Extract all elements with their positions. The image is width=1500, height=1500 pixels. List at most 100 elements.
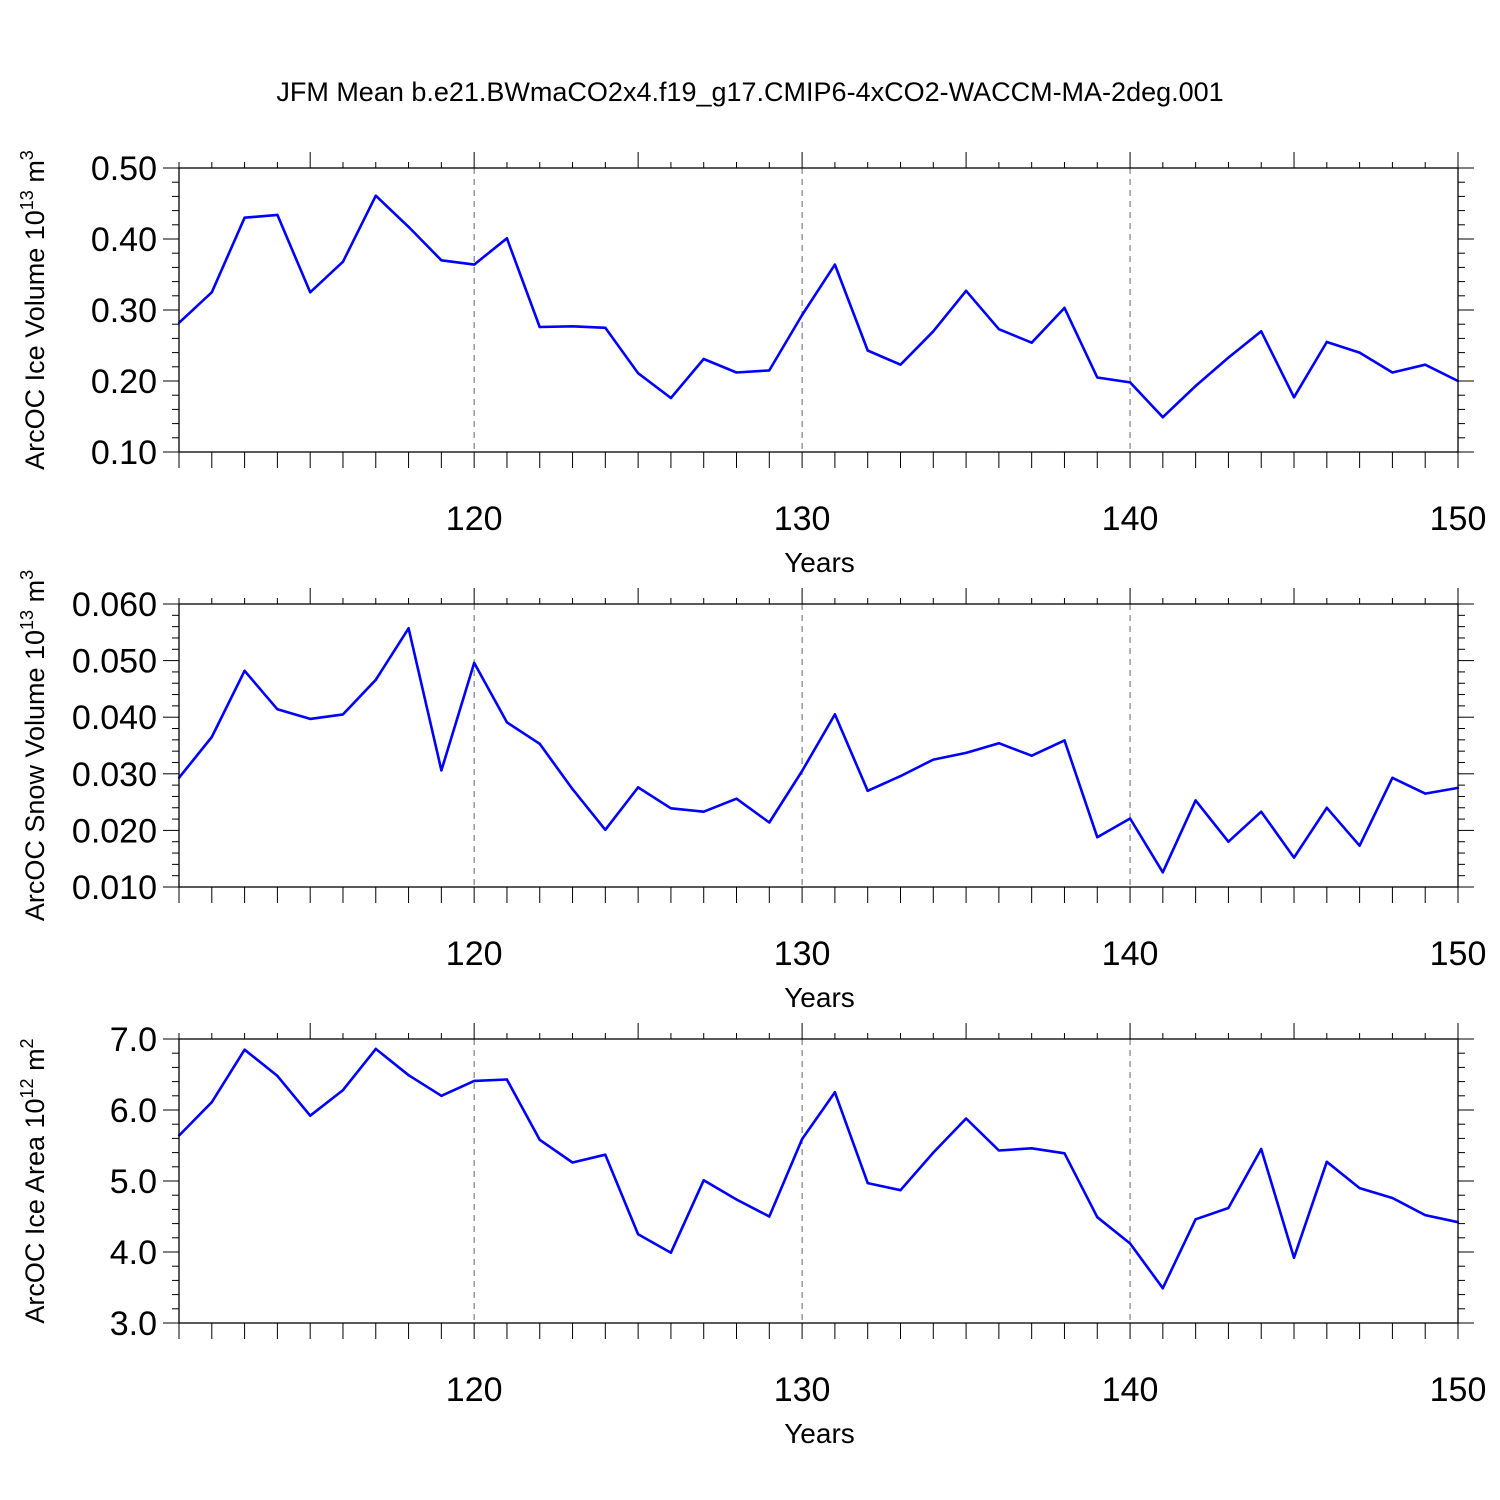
data-point [1063,306,1066,310]
data-point [571,787,574,791]
data-point [538,742,541,746]
data-point [472,263,476,266]
data-point [1391,371,1394,374]
data-point [1096,835,1099,839]
data-point [1424,363,1427,366]
data-point [768,369,771,372]
data-point [1128,817,1132,820]
series-line [178,1047,1459,1290]
data-point [1358,844,1361,847]
data-point [276,213,279,217]
data-point [374,1047,377,1051]
y-tick-label: 0.40 [91,221,157,259]
x-tick-label: 140 [1102,1371,1159,1409]
data-point [1063,1152,1066,1155]
y-tick-label: 0.060 [72,586,157,624]
data-point [1030,754,1033,757]
data-point [1292,396,1296,399]
y-axis-label: ArcOC Snow Volume 1013 m3 [17,570,50,921]
data-point [604,326,607,329]
data-point [571,325,574,328]
data-point [636,371,640,375]
data-point [997,742,1001,745]
data-point [276,708,279,711]
data-point [997,327,1001,331]
x-tick-label: 130 [774,500,831,538]
data-point [1358,351,1361,354]
data-point [1260,1147,1263,1151]
data-point [210,735,213,739]
plot-frame [178,603,1459,888]
data-point [604,1153,607,1156]
data-point [1194,384,1197,388]
panel-ice-area: 3.0 4.0 5.0 6.0 7.0 120 130 140 150 Years ArcOC Ic… [17,1021,1486,1449]
data-point [1096,376,1099,379]
data-point [1063,739,1066,742]
data-point [899,774,902,778]
data-point [341,1088,345,1092]
x-axis-label: Years [784,1418,855,1449]
data-point [932,330,935,333]
data-point [702,810,705,813]
y-tick-label: 6.0 [110,1092,157,1130]
data-point [669,396,673,400]
series-line [178,194,1459,419]
data-point [1260,810,1263,813]
data-point [276,1074,279,1078]
data-point [997,1149,1001,1152]
data-point [1128,381,1132,384]
data-point [407,627,410,630]
data-point [604,828,607,832]
data-point [866,349,869,352]
data-point [964,1117,968,1120]
y-tick-label: 0.10 [91,434,157,472]
data-point [1227,1206,1230,1210]
y-tick-label: 4.0 [110,1234,157,1272]
panel-ice-volume: 0.10 0.20 0.30 0.40 0.50 120 130 140 150 Years Arc… [17,150,1486,578]
data-point [243,216,246,219]
data-point [932,758,935,761]
y-tick-label: 0.30 [91,292,157,330]
data-point [768,1215,771,1218]
x-tick-label: 150 [1430,500,1487,538]
figure-title: JFM Mean b.e21.BWmaCO2x4.f19_g17.CMIP6-4… [276,77,1223,107]
y-axis-label: ArcOC Ice Area 1012 m2 [17,1038,50,1323]
data-point [440,1094,443,1098]
data-point [866,1181,869,1185]
data-point [440,769,443,772]
data-point [1161,416,1165,419]
data-point [1391,776,1394,779]
data-point [407,1074,410,1077]
data-point [669,1251,673,1254]
y-tick-label: 0.030 [72,756,157,794]
data-point [1161,1287,1165,1290]
panel-snow-volume: 0.010 0.020 0.030 0.040 0.050 0.060 120 130 140 1… [17,570,1486,1013]
x-tick-label: 120 [446,500,503,538]
data-point [538,325,541,329]
data-point [1161,871,1165,874]
data-point [1128,1242,1132,1245]
data-point [341,260,345,263]
series-line [177,626,1459,874]
y-tick-label: 7.0 [110,1021,157,1059]
data-point [964,751,968,755]
data-point [1260,330,1263,333]
data-point [800,1137,804,1141]
data-point [899,1189,902,1192]
data-point [932,1151,935,1154]
data-point [899,363,902,366]
data-point [833,263,837,266]
y-axis-label: ArcOC Ice Volume 1013 m3 [17,150,50,470]
data-point [1325,1160,1329,1164]
data-point [702,1179,705,1182]
y-tick-label: 0.010 [72,869,157,907]
data-point [1030,341,1033,344]
data-point [308,1114,312,1117]
plot-frame [178,167,1459,453]
data-point [735,797,738,800]
data-point [210,291,213,294]
y-tick-label: 0.50 [91,150,157,188]
data-point [735,1198,738,1201]
data-point [800,313,804,317]
data-point [210,1100,213,1104]
